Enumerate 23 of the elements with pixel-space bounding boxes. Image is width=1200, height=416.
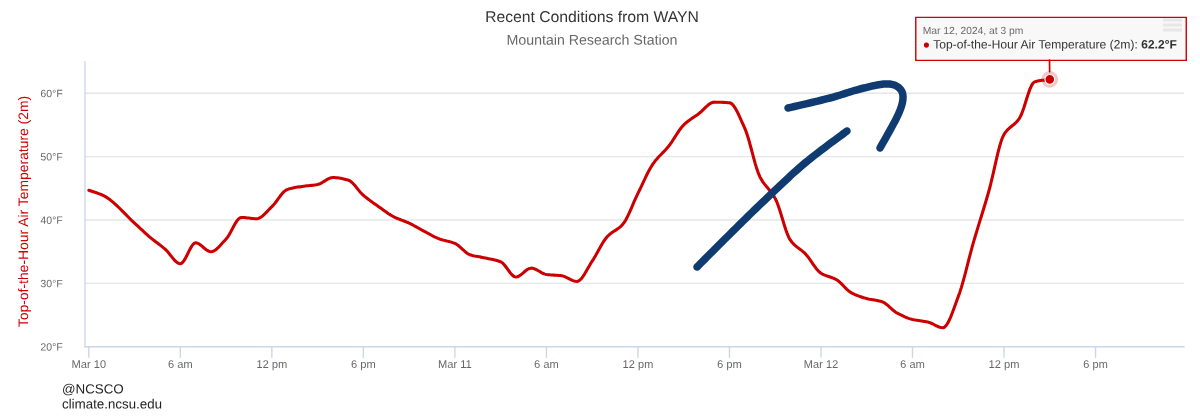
x-tick-label: 6 pm [1083,360,1108,371]
y-tick-label: 40°F [40,216,63,224]
chart-subtitle: Mountain Research Station [507,34,677,45]
y-tick-label: 60°F [40,89,63,98]
y-tick-label: 20°F [40,343,63,351]
x-tick-label: 12 pm [257,360,287,371]
x-tick-label: 12 pm [989,360,1019,371]
text: @NCSCO [63,383,124,396]
chart-title: Recent Conditions from WAYN [486,10,698,23]
y-tick-label: 30°F [40,279,63,288]
x-tick-label: 6 pm [717,360,742,371]
x-tick-label: 12 pm [623,360,653,371]
y-tick-label: 50°F [40,153,63,161]
y-axis-title: Top-of-the-Hour Air Temperature (2m) [18,96,31,327]
text: climate.ncsu.edu [62,398,162,409]
x-tick-label: 6 am [168,360,192,369]
annotation: Mar 12, 2024, at 3 pm ● Top-of-the-Hour Air Temperature (2m): 62.2°F [923,26,1177,51]
x-tick-label: 6 am [900,360,925,369]
x-tick-label: 6 am [534,360,559,369]
x-tick-label: Mar 11 [438,360,472,369]
x-tick-label: Mar 10 [72,360,106,369]
x-tick-label: 6 pm [351,360,375,371]
x-tick-label: Mar 12 [804,360,838,369]
